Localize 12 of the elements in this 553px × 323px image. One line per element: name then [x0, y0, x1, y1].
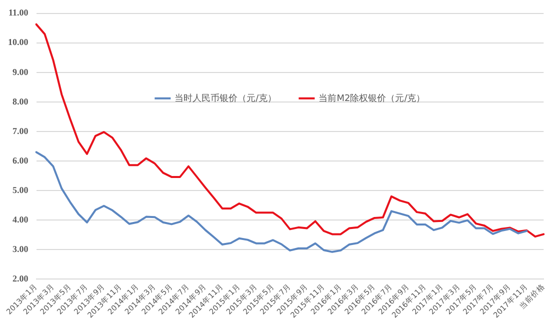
- y-tick-label: 4.00: [12, 214, 29, 224]
- y-tick-label: 10.00: [8, 37, 29, 48]
- y-tick-label: 8.00: [12, 96, 29, 106]
- y-tick-label: 7.00: [12, 126, 29, 136]
- legend-label: 当时人民币银价（元/克）: [174, 92, 277, 104]
- y-tick-label: 6.00: [12, 155, 29, 166]
- y-tick-label: 11.00: [8, 8, 29, 18]
- y-tick-label: 3.00: [12, 244, 29, 254]
- legend-label: 当前M2除权银价（元/克）: [318, 92, 426, 104]
- y-tick-label: 9.00: [12, 66, 29, 77]
- y-tick-label: 2.00: [12, 273, 29, 284]
- y-tick-label: 5.00: [12, 184, 29, 195]
